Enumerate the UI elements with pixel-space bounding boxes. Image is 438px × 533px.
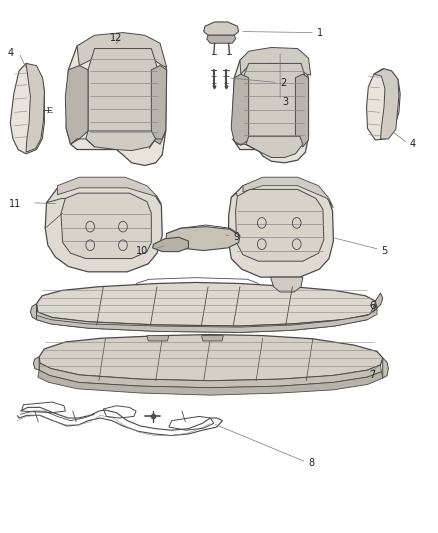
- Polygon shape: [88, 49, 158, 139]
- Polygon shape: [39, 335, 383, 381]
- Polygon shape: [36, 282, 377, 326]
- Polygon shape: [232, 54, 308, 163]
- Polygon shape: [45, 181, 162, 272]
- Polygon shape: [36, 309, 377, 333]
- Text: 4: 4: [7, 49, 14, 58]
- Polygon shape: [207, 35, 236, 43]
- Polygon shape: [204, 22, 239, 35]
- Polygon shape: [57, 177, 161, 204]
- Polygon shape: [36, 301, 376, 333]
- Polygon shape: [246, 136, 303, 158]
- Polygon shape: [33, 357, 39, 370]
- Polygon shape: [65, 66, 88, 144]
- Text: 7: 7: [370, 370, 376, 380]
- Text: 6: 6: [370, 301, 376, 311]
- Polygon shape: [271, 277, 303, 292]
- Text: 9: 9: [233, 232, 239, 243]
- Polygon shape: [147, 336, 169, 341]
- Polygon shape: [231, 74, 249, 146]
- Text: 5: 5: [381, 246, 388, 255]
- Polygon shape: [236, 189, 324, 261]
- Polygon shape: [26, 63, 44, 152]
- Polygon shape: [383, 358, 389, 378]
- Polygon shape: [240, 47, 311, 75]
- Polygon shape: [374, 69, 399, 139]
- Text: 3: 3: [283, 96, 289, 107]
- Polygon shape: [86, 131, 155, 151]
- Polygon shape: [38, 370, 383, 395]
- Polygon shape: [152, 237, 188, 252]
- Text: 4: 4: [410, 139, 416, 149]
- Polygon shape: [243, 177, 333, 208]
- Text: 1: 1: [317, 28, 323, 38]
- Text: 2: 2: [280, 78, 286, 88]
- Polygon shape: [295, 74, 308, 147]
- Text: 10: 10: [136, 246, 148, 255]
- Text: 12: 12: [110, 33, 122, 43]
- Polygon shape: [151, 66, 166, 144]
- Polygon shape: [201, 336, 223, 341]
- Polygon shape: [66, 38, 166, 165]
- Polygon shape: [229, 179, 333, 277]
- Polygon shape: [11, 63, 44, 154]
- Polygon shape: [30, 304, 36, 320]
- Text: 8: 8: [308, 458, 314, 468]
- Polygon shape: [166, 227, 240, 251]
- Polygon shape: [77, 33, 166, 67]
- Polygon shape: [367, 69, 400, 140]
- Polygon shape: [375, 293, 383, 308]
- Polygon shape: [61, 193, 151, 259]
- Text: 11: 11: [9, 199, 21, 209]
- Polygon shape: [243, 63, 305, 144]
- Polygon shape: [39, 364, 381, 387]
